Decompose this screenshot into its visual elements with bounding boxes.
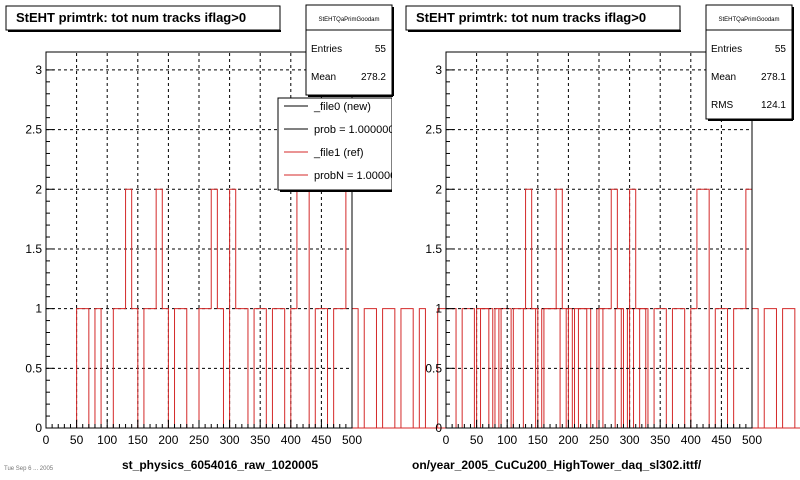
y-tick-label: 0 <box>435 421 442 435</box>
chart-title: StEHT primtrk: tot num tracks iflag>0 <box>16 10 246 25</box>
stats-label: Entries <box>711 44 742 55</box>
stats-box <box>705 4 793 120</box>
legend-label: _file1 (ref) <box>313 147 364 159</box>
x-tick-label: 450 <box>311 433 331 447</box>
x-tick-label: 250 <box>189 433 209 447</box>
chart-title: StEHT primtrk: tot num tracks iflag>0 <box>416 10 646 25</box>
stats-label: Mean <box>711 72 736 83</box>
y-tick-label: 3 <box>35 63 42 77</box>
footer-right-label: on/year_2005_CuCu200_HighTower_daq_sl302… <box>412 458 702 472</box>
histogram-series-line <box>46 188 658 429</box>
y-tick-label: 1 <box>435 302 442 316</box>
footer-timestamp: Tue Sep 6 ... 2005 <box>4 466 54 472</box>
y-tick-label: 2.5 <box>425 123 442 137</box>
x-tick-label: 300 <box>220 433 240 447</box>
x-tick-label: 250 <box>589 433 609 447</box>
x-tick-label: 350 <box>650 433 670 447</box>
stats-value: 278.1 <box>761 72 786 83</box>
x-tick-label: 150 <box>528 433 548 447</box>
y-tick-label: 1.5 <box>425 242 442 256</box>
stats-value: 55 <box>775 44 787 55</box>
y-tick-label: 0 <box>35 421 42 435</box>
x-tick-label: 350 <box>250 433 270 447</box>
x-tick-label: 150 <box>128 433 148 447</box>
stats-value: 55 <box>375 44 387 55</box>
y-tick-label: 1.5 <box>25 242 42 256</box>
x-tick-label: 0 <box>443 433 450 447</box>
x-tick-label: 100 <box>497 433 517 447</box>
legend: _file0 (new) prob = 1.000000 _file1 (ref) p… <box>277 97 412 193</box>
stats-label: Entries <box>311 44 342 55</box>
stats-name: StEHTQaPrimGoodam <box>718 17 779 23</box>
x-tick-label: 200 <box>158 433 178 447</box>
x-tick-label: 500 <box>742 433 762 447</box>
x-tick-label: 50 <box>470 433 484 447</box>
stats-label: Mean <box>311 72 336 83</box>
x-tick-label: 450 <box>711 433 731 447</box>
legend-label: _file0 (new) <box>313 101 371 113</box>
x-tick-label: 400 <box>681 433 701 447</box>
x-tick-label: 50 <box>70 433 84 447</box>
legend-clip-mask <box>392 97 412 193</box>
stats-label: RMS <box>711 100 734 111</box>
histogram-series-line <box>446 188 800 429</box>
y-tick-label: 1 <box>35 302 42 316</box>
y-tick-label: 2 <box>35 182 42 196</box>
stats-box <box>305 4 393 96</box>
x-tick-label: 100 <box>97 433 117 447</box>
x-tick-label: 400 <box>281 433 301 447</box>
y-tick-label: 2.5 <box>25 123 42 137</box>
y-tick-label: 0.5 <box>25 361 42 375</box>
stats-name: StEHTQaPrimGoodam <box>318 17 379 23</box>
stats-value: 124.1 <box>761 100 786 111</box>
y-tick-label: 0.5 <box>425 361 442 375</box>
y-tick-label: 3 <box>435 63 442 77</box>
footer-left-label: st_physics_6054016_raw_1020005 <box>122 458 319 472</box>
histogram-panel-2: 0 50 100 150 200 250 300 350 400 450 500 0 0.5 1 1.5 2 2… <box>405 4 800 447</box>
histogram-panel-1: 0 50 100 150 200 250 300 350 400 450 50000.511.522… <box>5 4 658 447</box>
legend-label: probN = 1.000000 <box>314 170 402 182</box>
x-tick-label: 300 <box>620 433 640 447</box>
y-tick-label: 2 <box>435 182 442 196</box>
stats-value: 278.2 <box>361 72 386 83</box>
x-tick-label: 0 <box>43 433 50 447</box>
x-tick-label: 500 <box>342 433 362 447</box>
title-box <box>5 5 281 31</box>
legend-label: prob = 1.000000 <box>314 124 394 136</box>
x-tick-label: 200 <box>558 433 578 447</box>
